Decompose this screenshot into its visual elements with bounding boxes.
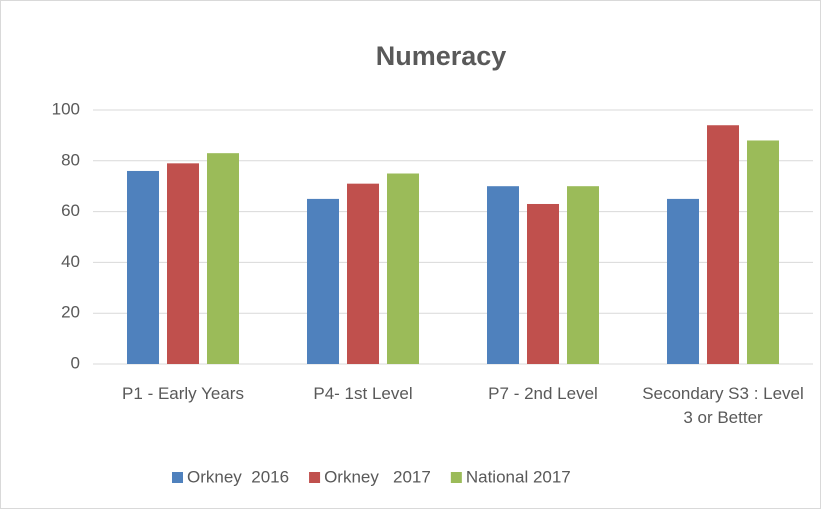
bar	[387, 173, 419, 364]
y-tick-label: 80	[61, 150, 80, 169]
legend-label: Orkney 2016	[187, 467, 289, 486]
legend-swatch	[309, 472, 321, 483]
legend-label: National 2017	[466, 467, 571, 486]
bar	[207, 153, 239, 364]
bar	[347, 183, 379, 364]
y-tick-label: 20	[61, 303, 80, 322]
y-tick-label: 40	[61, 252, 80, 271]
bar	[567, 186, 599, 364]
legend-label: Orkney 2017	[324, 467, 431, 486]
x-tick-label: P7 - 2nd Level	[488, 384, 598, 403]
x-tick-label: P4- 1st Level	[313, 384, 413, 403]
bar	[747, 140, 779, 364]
bar	[487, 186, 519, 364]
bar	[127, 170, 159, 364]
x-tick-label: P1 - Early Years	[122, 384, 244, 403]
legend-swatch	[172, 472, 183, 483]
bar	[707, 125, 739, 365]
x-tick-label: Secondary S3 : Level 3 or Better	[642, 384, 804, 427]
bar	[167, 163, 199, 364]
y-tick-label: 0	[71, 353, 80, 372]
bar	[667, 198, 699, 364]
y-tick-label: 60	[61, 201, 80, 220]
bar	[527, 203, 559, 364]
chart-title: Numeracy	[376, 41, 507, 71]
y-tick-label: 100	[52, 99, 80, 118]
bar	[307, 198, 339, 364]
legend-swatch	[450, 472, 462, 483]
